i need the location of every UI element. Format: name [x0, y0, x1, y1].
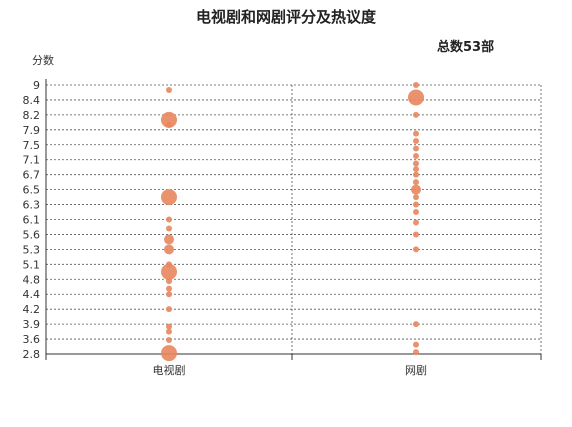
data-point: [164, 234, 174, 245]
x-category-label: 电视剧: [153, 363, 186, 377]
y-tick-label: 4.2: [23, 303, 41, 316]
data-point: [413, 138, 419, 145]
data-point: [166, 336, 172, 343]
y-tick-label: 9: [33, 79, 40, 92]
x-category-label: 网剧: [405, 364, 427, 377]
y-tick-label: 6.3: [23, 199, 41, 212]
chart-title: 电视剧和网剧评分及热议度: [195, 8, 376, 26]
data-point: [411, 184, 421, 195]
data-point: [413, 111, 419, 118]
data-point: [166, 86, 172, 93]
data-point: [413, 82, 419, 88]
data-point: [413, 231, 419, 238]
data-point: [413, 130, 419, 137]
data-point: [166, 278, 172, 285]
data-point: [413, 209, 419, 216]
y-tick-label: 4.4: [23, 288, 41, 301]
y-tick-label: 7.9: [23, 124, 41, 137]
data-point: [413, 152, 419, 159]
data-point: [413, 201, 419, 208]
data-point: [166, 291, 172, 298]
total-count-annotation: 总数53部: [437, 40, 495, 55]
y-tick-label: 2.8: [23, 348, 41, 361]
data-point: [161, 345, 177, 362]
grid-layer: [45, 84, 542, 355]
data-point: [413, 171, 419, 178]
data-point: [413, 166, 419, 173]
data-point: [166, 285, 172, 292]
y-tick-label: 6.7: [23, 169, 41, 182]
y-axis-label: 分数: [32, 54, 54, 67]
data-point: [413, 219, 419, 226]
y-tick-label: 7.5: [23, 139, 41, 152]
point-layer: [161, 82, 424, 362]
y-tick-label: 8.4: [23, 94, 41, 107]
data-point: [413, 246, 419, 253]
data-point: [166, 328, 172, 335]
data-point: [164, 244, 174, 255]
data-point: [166, 216, 172, 223]
axis-layer: 2.8 3.6 3.9 4.2 4.4 4.8 5.1 5.3 5.66.1 6.3 6.5 6.7 7…: [23, 79, 542, 377]
y-tick-label: 5.1: [23, 258, 41, 271]
y-tick-label: 5.6: [23, 228, 41, 241]
y-tick-label: 7.1: [23, 154, 41, 167]
data-point: [413, 321, 419, 328]
y-tick-label: 3.9: [23, 318, 41, 331]
data-point: [166, 323, 172, 330]
data-point: [413, 145, 419, 152]
y-tick-label: 3.6: [23, 333, 41, 346]
data-point: [408, 89, 424, 106]
data-point: [161, 189, 177, 206]
y-tick-label: 4.8: [23, 273, 41, 286]
data-point: [413, 160, 419, 167]
data-point: [161, 111, 177, 128]
y-tick-label: 6.5: [23, 184, 41, 197]
data-point: [413, 194, 419, 201]
data-point: [413, 349, 419, 356]
data-point: [166, 225, 172, 232]
data-point: [413, 341, 419, 348]
data-point: [166, 121, 172, 128]
data-point: [166, 306, 172, 313]
data-point: [161, 263, 177, 280]
data-point: [413, 179, 419, 186]
y-tick-label: 6.1: [23, 214, 41, 227]
y-tick-label: 8.2: [23, 109, 41, 122]
y-tick-label: 5.3: [23, 243, 41, 256]
